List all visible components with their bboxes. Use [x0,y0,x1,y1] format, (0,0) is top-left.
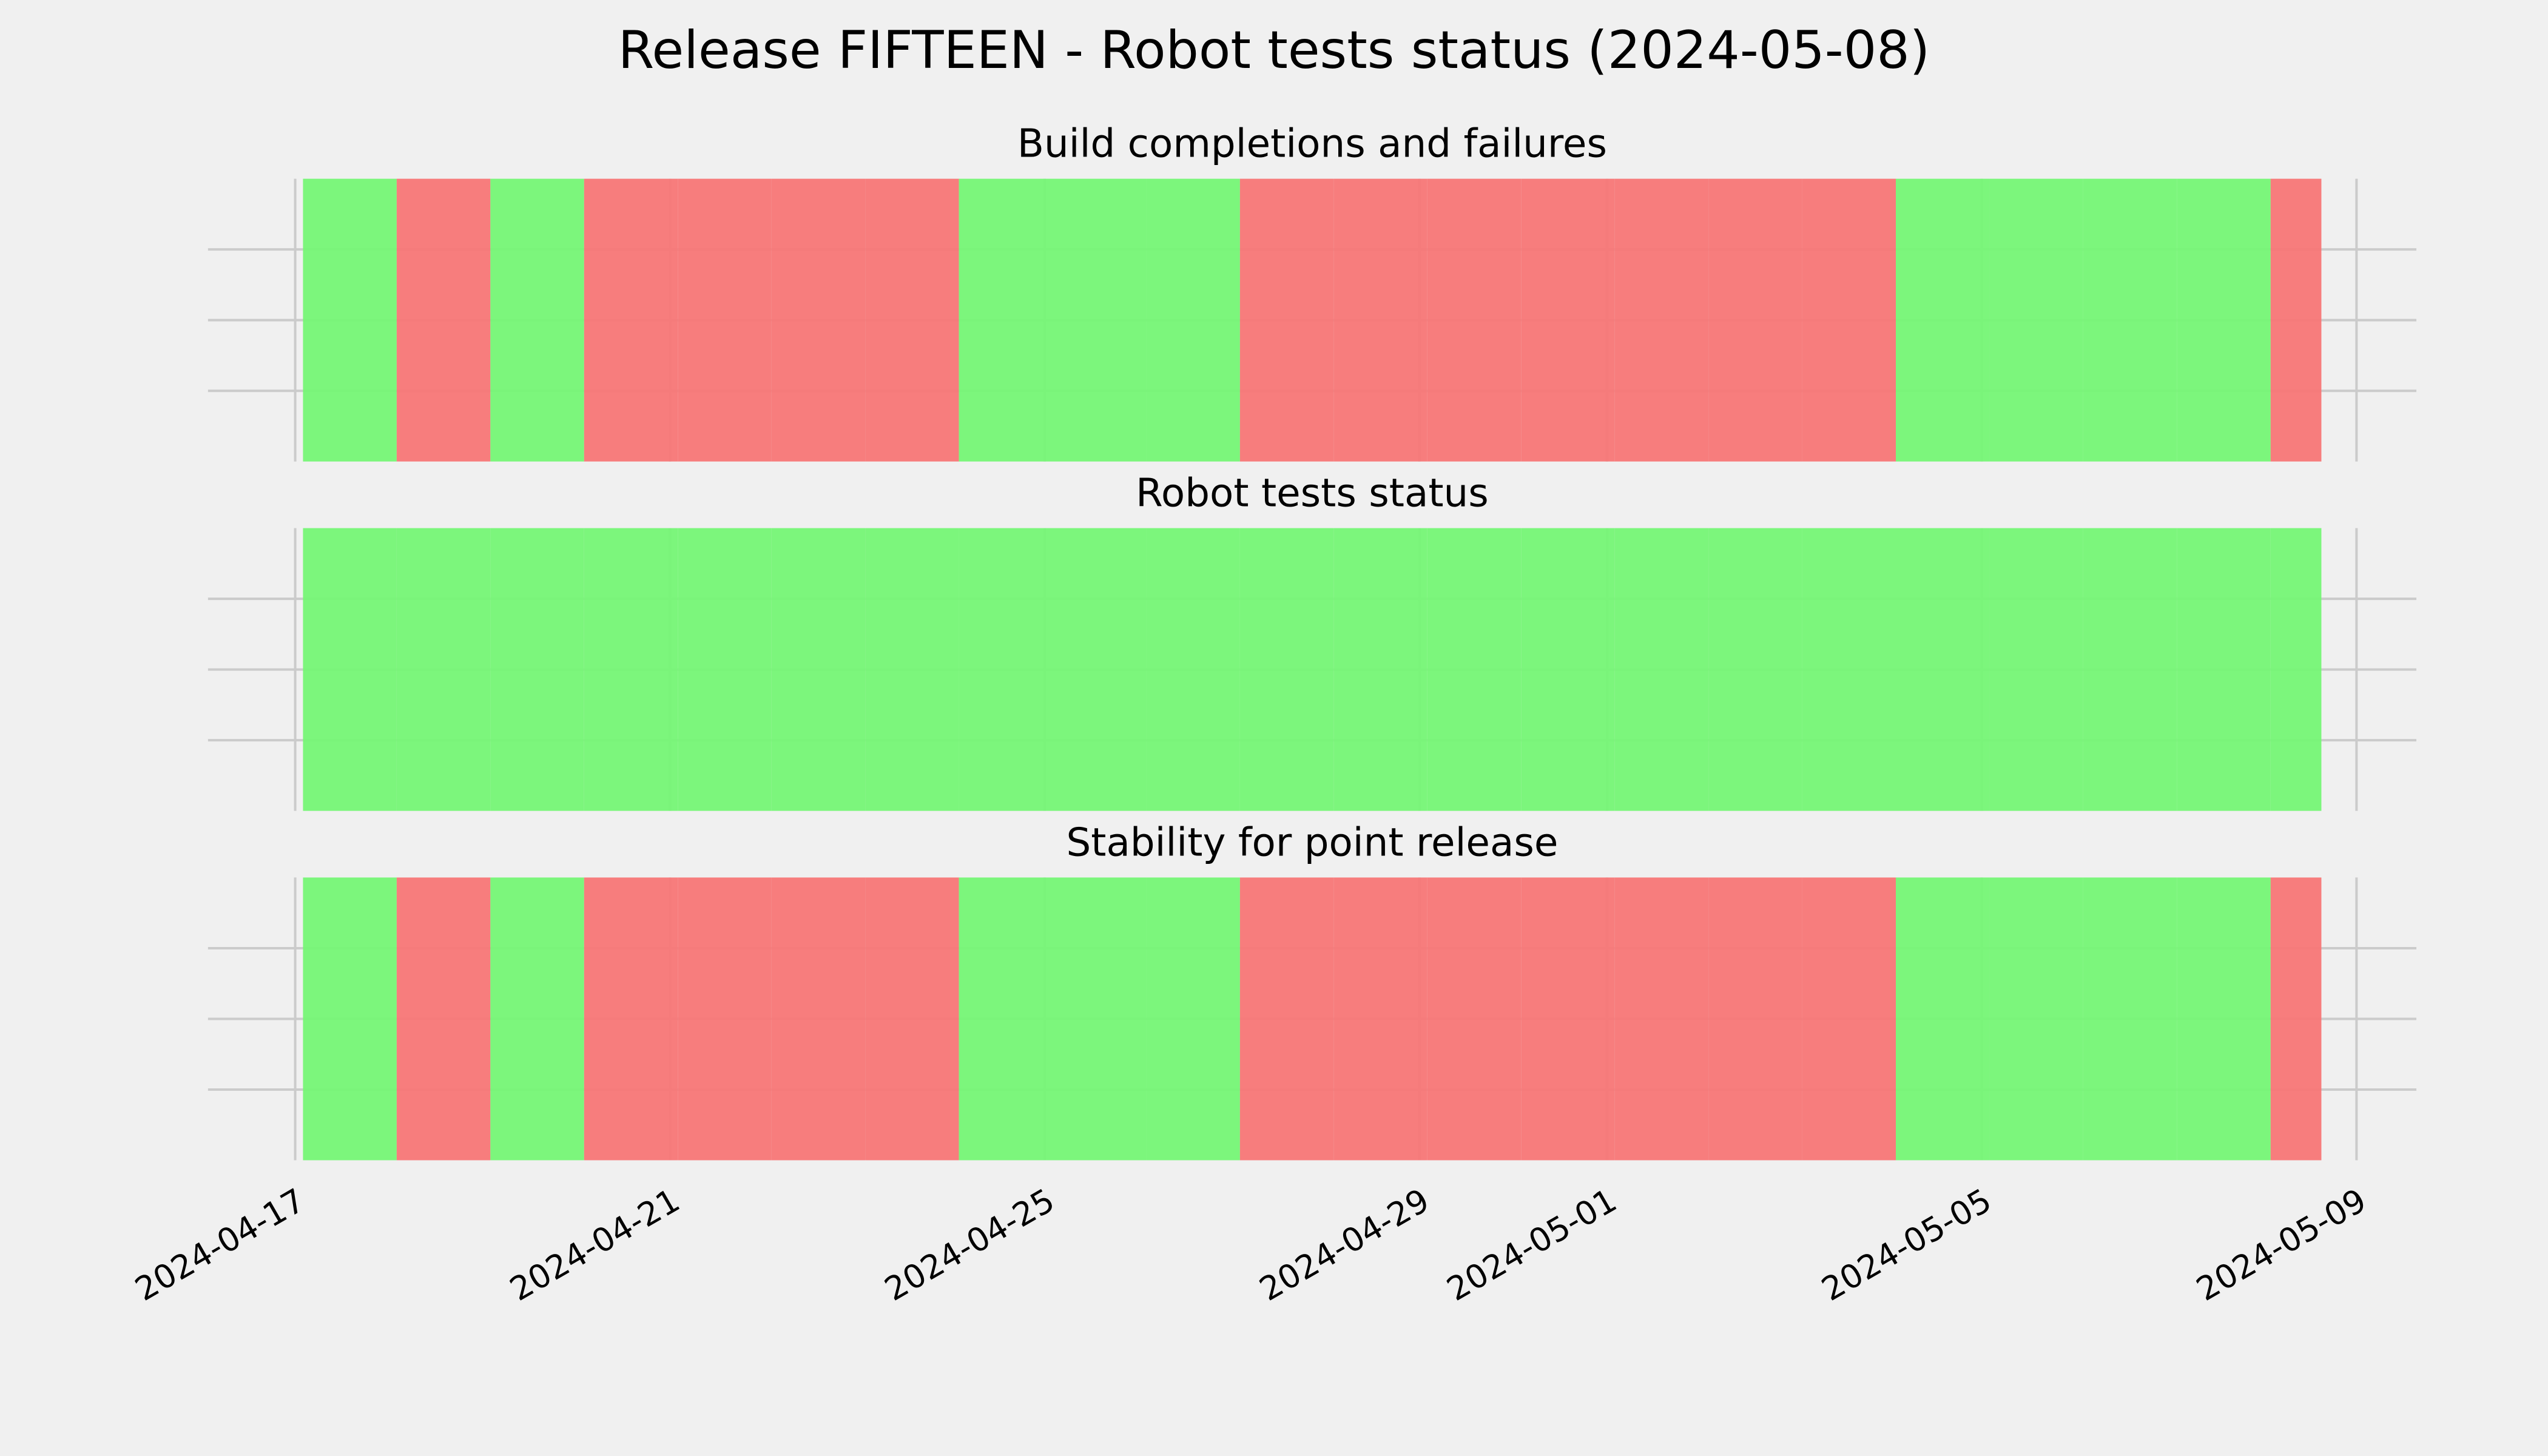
status-bar [303,528,397,811]
status-bar [771,877,866,1161]
status-bar [1708,528,1802,811]
status-bar [396,877,491,1161]
status-bar [1521,178,1615,462]
status-bar [2177,877,2271,1161]
status-bar [678,178,772,462]
status-bar [1614,528,1709,811]
status-bar [303,178,397,462]
status-bar [2083,528,2177,811]
status-bar [2270,178,2322,462]
status-bar [1989,178,2083,462]
subplot-title: Build completions and failures [1017,121,1607,167]
status-bar [1146,877,1240,1161]
status-bar [865,528,959,811]
status-bar [396,178,491,462]
status-bar [1333,877,1427,1161]
subplot-title: Robot tests status [1136,471,1489,516]
status-bar [584,877,678,1161]
status-bar [1802,877,1896,1161]
status-bar [865,178,959,462]
status-bar [1896,178,1990,462]
status-bar [490,528,584,811]
status-bar [1521,877,1615,1161]
status-bar [1521,528,1615,811]
status-bar [1802,178,1896,462]
status-bar [1989,877,2083,1161]
status-bar [2270,877,2322,1161]
subplot-title: Stability for point release [1067,820,1559,865]
status-bar [1239,178,1334,462]
status-bar [490,877,584,1161]
status-bar [959,528,1053,811]
status-bar [959,178,1053,462]
status-bar [2083,178,2177,462]
status-bar [1708,178,1802,462]
status-bar [1146,528,1240,811]
status-bar [1146,178,1240,462]
status-bar [2270,528,2322,811]
status-bar [1053,528,1147,811]
status-bar [584,178,678,462]
status-bar [1333,178,1427,462]
status-bar [2083,877,2177,1161]
status-bar [303,877,397,1161]
status-bar [678,877,772,1161]
status-bar [1989,528,2083,811]
status-bar [1239,877,1334,1161]
status-bar [1333,528,1427,811]
status-bar [771,178,866,462]
status-bar [2177,178,2271,462]
chart-title: Release FIFTEEN - Robot tests status (20… [618,20,1930,81]
status-bar [1708,877,1802,1161]
status-bar [1053,877,1147,1161]
status-bar [1896,528,1990,811]
status-bar [1614,178,1709,462]
status-bar [1053,178,1147,462]
status-bar [490,178,584,462]
status-bar [959,877,1053,1161]
status-bar [1896,877,1990,1161]
status-bar [396,528,491,811]
status-bar [865,877,959,1161]
status-bar [1427,877,1522,1161]
status-bar [1614,877,1709,1161]
status-bar [771,528,866,811]
status-bar [1802,528,1896,811]
status-bar [2177,528,2271,811]
status-bar [1427,528,1522,811]
status-bar [678,528,772,811]
status-bar [584,528,678,811]
status-bar [1239,528,1334,811]
status-bar [1427,178,1522,462]
